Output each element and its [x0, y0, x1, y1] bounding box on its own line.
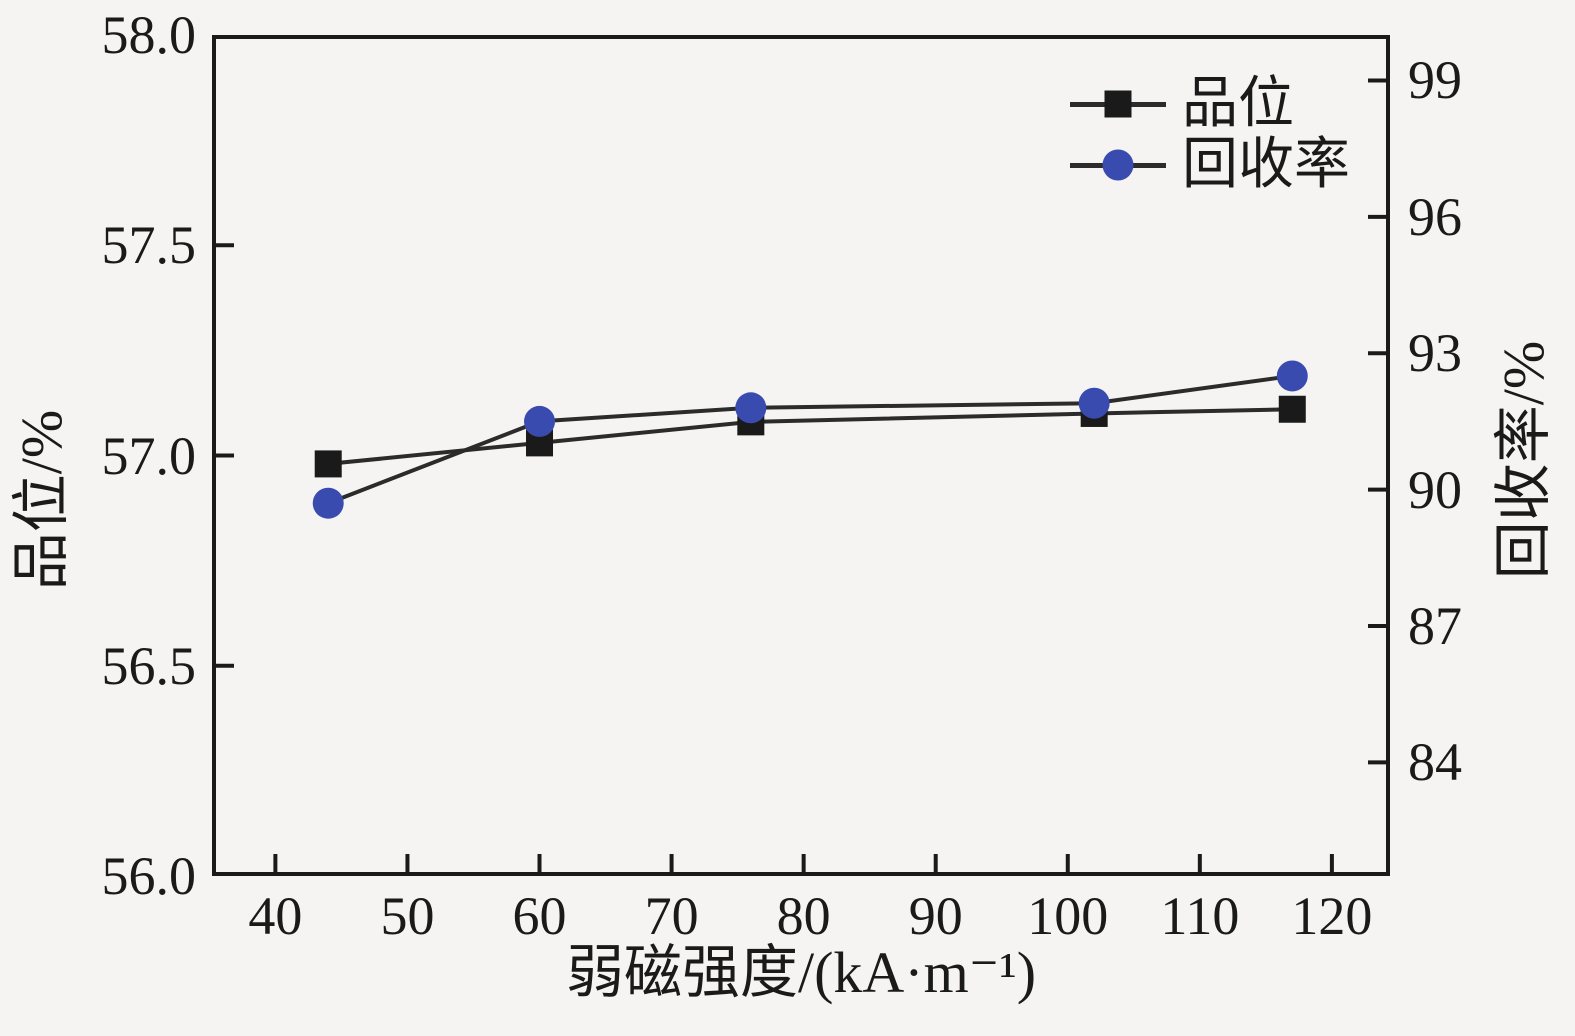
x-tick-label: 50	[380, 886, 435, 946]
x-tick-label: 40	[248, 886, 303, 946]
left-y-tick-label: 58.0	[101, 5, 197, 65]
recovery-point-marker	[1276, 360, 1308, 392]
plot-canvas	[212, 35, 1390, 876]
x-axis-title: 弱磁强度/(kA·m⁻¹)	[565, 940, 1037, 1005]
legend-item-grade: 品位	[1070, 75, 1294, 133]
right-y-tick-label: 93	[1408, 323, 1462, 383]
right-y-tick-label: 96	[1408, 187, 1462, 247]
right-y-tick-label: 99	[1408, 50, 1462, 110]
recovery-point-marker	[735, 392, 767, 424]
x-tick-label: 120	[1291, 886, 1373, 946]
recovery-legend-label: 回收率	[1182, 134, 1350, 196]
recovery-point-marker	[1078, 387, 1110, 419]
recovery-legend-marker	[1070, 136, 1166, 194]
left-y-tick-label: 57.5	[101, 215, 197, 275]
grade-series-line	[328, 407, 1293, 466]
right-axis-title: 回收率/%	[1491, 340, 1556, 580]
left-y-tick-label: 56.0	[101, 846, 197, 906]
right-y-tick-label: 84	[1408, 732, 1462, 792]
x-tick-label: 90	[908, 886, 963, 946]
legend-item-recovery: 回收率	[1070, 136, 1350, 194]
x-tick-label: 60	[512, 886, 567, 946]
recovery-circle-icon	[1102, 149, 1134, 181]
right-y-tick-label: 87	[1408, 596, 1462, 656]
x-tick-label: 80	[776, 886, 831, 946]
grade-point-marker	[1278, 395, 1306, 423]
left-y-tick-label: 56.5	[101, 636, 197, 696]
grade-point-marker	[314, 450, 342, 478]
x-tick-label: 110	[1160, 886, 1240, 946]
grade-legend-label: 品位	[1182, 73, 1294, 135]
grade-legend-marker	[1070, 75, 1166, 133]
recovery-series-line	[327, 373, 1293, 506]
x-tick-label: 70	[644, 886, 699, 946]
right-y-tick-label: 90	[1408, 460, 1462, 520]
grade-square-icon	[1104, 90, 1132, 118]
recovery-point-marker	[524, 405, 556, 437]
plot-area	[212, 35, 1390, 876]
left-y-tick-label: 57.0	[101, 426, 197, 486]
x-tick-label: 100	[1027, 886, 1109, 946]
recovery-point-marker	[312, 487, 344, 519]
